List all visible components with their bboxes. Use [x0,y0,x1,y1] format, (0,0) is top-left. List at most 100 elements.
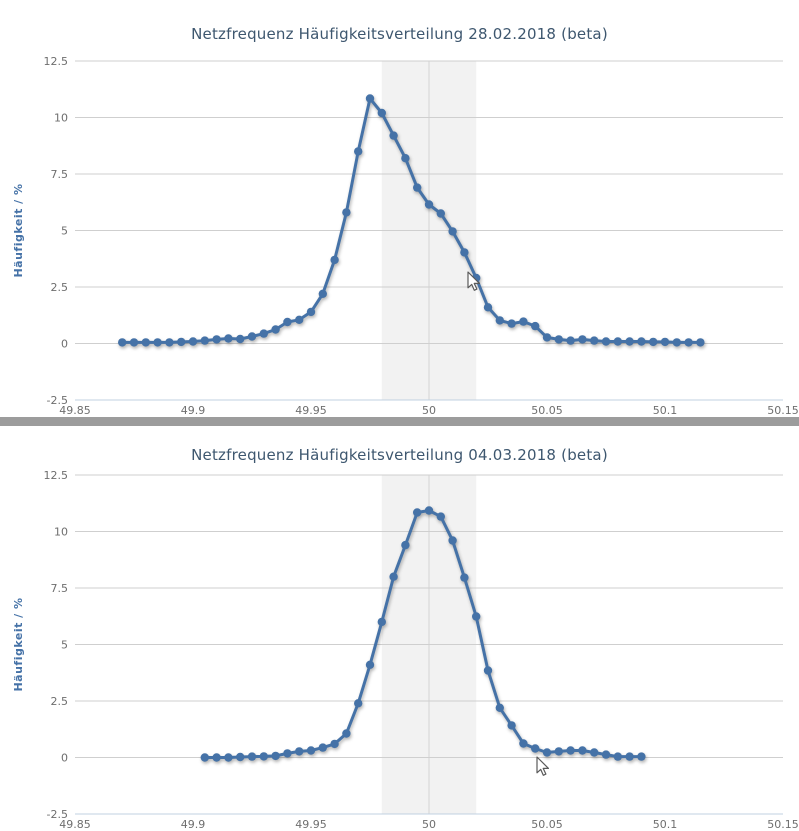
data-point[interactable] [472,273,481,283]
data-point[interactable] [601,337,611,346]
data-point[interactable] [554,335,563,344]
data-point[interactable] [424,506,434,515]
data-point[interactable] [141,338,150,347]
data-point[interactable] [295,747,304,756]
data-point[interactable] [401,154,410,163]
data-point[interactable] [436,209,445,218]
data-point[interactable] [224,753,233,762]
data-point[interactable] [271,325,280,334]
data-point[interactable] [306,307,316,317]
data-point[interactable] [153,338,162,347]
data-point[interactable] [590,336,599,345]
data-point[interactable] [389,572,398,581]
data-point[interactable] [696,338,705,347]
data-point[interactable] [330,255,339,265]
plot-area[interactable]: -2.5 0 2.5 5 7.5 10 12.5 49.85 49.9 49.95 50 50.05 5… [0,426,799,831]
data-point[interactable] [672,338,681,347]
data-point[interactable] [472,612,481,621]
data-point[interactable] [330,739,339,749]
data-point[interactable] [224,334,233,343]
data-point[interactable] [354,699,363,708]
data-point[interactable] [342,729,351,738]
data-point[interactable] [542,333,552,342]
data-point[interactable] [177,337,186,347]
data-point[interactable] [519,739,528,748]
y-axis-title: Häufigkeit / % [12,183,25,277]
data-point[interactable] [401,540,410,550]
data-point[interactable] [212,335,221,344]
data-point[interactable] [448,227,457,236]
data-point[interactable] [212,753,221,762]
data-point[interactable] [507,319,516,328]
data-point[interactable] [283,317,292,327]
data-point[interactable] [259,329,268,338]
series-line[interactable] [118,94,705,347]
data-point[interactable] [306,746,316,755]
data-point[interactable] [129,338,139,347]
data-point[interactable] [637,337,646,346]
svg-text:50.15: 50.15 [767,404,799,417]
data-point[interactable] [448,536,457,545]
data-point[interactable] [318,289,327,298]
data-point[interactable] [483,303,493,312]
data-point[interactable] [236,752,245,762]
data-point[interactable] [365,94,375,103]
data-point[interactable] [413,183,422,192]
data-point[interactable] [483,666,493,675]
data-point[interactable] [365,660,375,669]
data-point[interactable] [200,753,209,762]
data-point[interactable] [342,208,351,217]
data-point[interactable] [188,337,198,346]
data-point[interactable] [531,321,540,331]
data-point[interactable] [236,334,245,344]
data-point[interactable] [436,512,445,521]
svg-text:2.5: 2.5 [51,281,69,294]
data-point[interactable] [377,108,386,118]
data-point[interactable] [495,703,504,712]
charts-divider [0,417,799,426]
data-point[interactable] [507,721,516,730]
data-point[interactable] [590,748,599,757]
data-point[interactable] [118,338,127,347]
data-point[interactable] [625,752,634,761]
data-point[interactable] [460,573,469,582]
data-point[interactable] [318,743,327,752]
data-point[interactable] [660,337,670,347]
data-point[interactable] [625,337,634,346]
data-point[interactable] [283,749,292,758]
data-point[interactable] [460,248,469,257]
data-point[interactable] [601,750,611,759]
data-point[interactable] [531,744,540,753]
x-axis-labels: 49.85 49.9 49.95 50 50.05 50.1 50.15 [59,404,799,417]
data-point[interactable] [354,147,363,156]
svg-text:2.5: 2.5 [51,695,69,708]
data-point[interactable] [578,746,587,755]
data-point[interactable] [554,747,563,756]
data-point[interactable] [413,508,422,517]
data-point[interactable] [637,752,646,761]
data-point[interactable] [200,336,209,345]
data-point[interactable] [389,131,398,140]
series-line[interactable] [200,506,646,762]
data-point[interactable] [542,748,552,757]
data-point[interactable] [259,752,268,761]
data-point[interactable] [566,336,575,345]
data-point[interactable] [578,335,587,344]
data-point[interactable] [377,617,386,627]
svg-text:7.5: 7.5 [51,168,69,181]
data-point[interactable] [684,338,693,347]
plot-area[interactable]: -2.5 0 2.5 5 7.5 10 12.5 49.85 49.9 49.95 50 50.05 5… [0,0,799,417]
data-point[interactable] [424,200,434,209]
data-point[interactable] [271,751,280,761]
data-point[interactable] [519,317,528,326]
data-point[interactable] [495,316,504,325]
data-point[interactable] [566,746,575,755]
data-point[interactable] [165,338,174,347]
data-point[interactable] [295,315,304,324]
data-point[interactable] [247,752,257,761]
data-point[interactable] [613,337,622,346]
svg-text:50.1: 50.1 [653,818,678,831]
data-point[interactable] [247,332,257,341]
data-point[interactable] [613,752,622,761]
data-point[interactable] [649,337,658,347]
